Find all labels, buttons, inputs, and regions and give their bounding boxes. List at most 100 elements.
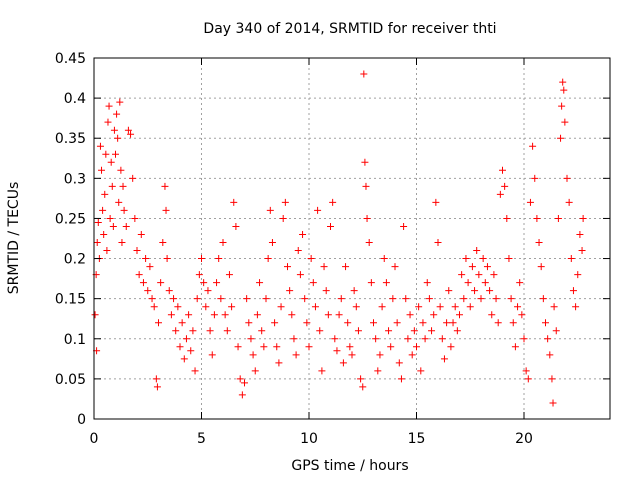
data-point — [522, 367, 530, 375]
data-point — [481, 279, 489, 287]
data-point — [172, 327, 180, 335]
data-point — [96, 142, 104, 150]
data-point — [155, 319, 162, 327]
data-point — [277, 303, 285, 311]
data-point — [112, 150, 119, 158]
data-point — [115, 198, 123, 206]
data-point — [563, 174, 571, 182]
data-point — [232, 222, 240, 230]
y-tick-label: 0.35 — [55, 131, 86, 147]
data-point — [234, 343, 242, 351]
data-point — [462, 255, 470, 263]
data-point — [362, 182, 370, 190]
data-point — [288, 311, 296, 319]
data-point — [387, 343, 395, 351]
data-point — [174, 303, 182, 311]
data-point — [363, 214, 371, 222]
data-point — [560, 86, 568, 94]
data-point — [245, 319, 253, 327]
data-point — [110, 126, 118, 134]
data-point — [542, 319, 549, 327]
data-point — [150, 303, 158, 311]
x-tick-label: 0 — [90, 431, 99, 447]
data-point — [124, 126, 132, 134]
data-point — [127, 130, 135, 138]
y-tick-label: 0.4 — [64, 91, 86, 107]
data-point — [552, 327, 560, 335]
data-point — [299, 230, 307, 238]
data-point — [133, 247, 141, 255]
data-point — [256, 279, 264, 287]
data-point — [372, 335, 380, 343]
data-point — [438, 335, 446, 343]
data-point — [423, 279, 431, 287]
x-tick-label: 15 — [408, 431, 426, 447]
data-point — [516, 279, 524, 287]
data-point — [284, 263, 291, 271]
data-point — [344, 319, 352, 327]
data-point — [215, 255, 223, 263]
chart-title: Day 340 of 2014, SRMTID for receiver tht… — [203, 21, 496, 37]
data-point — [350, 287, 358, 295]
data-point — [202, 303, 210, 311]
data-point — [296, 271, 304, 279]
data-point — [464, 279, 472, 287]
data-point — [546, 351, 554, 359]
data-point — [471, 287, 479, 295]
data-point — [561, 118, 569, 126]
data-point — [533, 214, 541, 222]
x-tick-label: 20 — [515, 431, 533, 447]
data-point — [167, 311, 175, 319]
data-point — [109, 222, 117, 230]
data-point — [335, 311, 343, 319]
data-point — [425, 295, 433, 303]
data-point — [488, 311, 496, 319]
data-point — [225, 271, 233, 279]
data-point — [526, 198, 534, 206]
data-point — [93, 239, 101, 247]
data-point — [152, 375, 160, 383]
data-point — [119, 182, 127, 190]
data-point — [148, 295, 156, 303]
data-point — [337, 295, 345, 303]
data-point — [153, 383, 161, 391]
data-point — [146, 263, 154, 271]
data-point — [185, 311, 193, 319]
data-point — [163, 255, 171, 263]
data-point — [104, 118, 112, 126]
data-point — [520, 335, 528, 343]
data-point — [99, 206, 107, 214]
data-point — [241, 379, 248, 387]
data-point — [316, 327, 324, 335]
y-tick-label: 0.15 — [55, 292, 86, 308]
data-point — [501, 182, 509, 190]
data-point — [286, 287, 294, 295]
data-point — [374, 367, 382, 375]
data-point — [107, 158, 115, 166]
data-point — [499, 166, 506, 174]
data-point — [122, 222, 130, 230]
data-point — [200, 279, 208, 287]
data-point — [178, 319, 186, 327]
data-point — [406, 311, 414, 319]
data-point — [131, 214, 139, 222]
data-point — [479, 255, 487, 263]
data-point — [305, 343, 313, 351]
data-point — [193, 295, 201, 303]
data-point — [217, 295, 225, 303]
data-point — [113, 110, 121, 118]
data-point — [346, 343, 354, 351]
plot-frame — [93, 57, 611, 420]
data-point — [339, 359, 347, 367]
data-point — [395, 359, 403, 367]
data-point — [243, 295, 251, 303]
data-point — [182, 335, 190, 343]
data-point — [359, 383, 367, 391]
data-point — [236, 375, 244, 383]
data-point — [279, 214, 287, 222]
data-point — [453, 327, 461, 335]
data-point — [118, 239, 126, 247]
data-point — [105, 102, 113, 110]
data-point — [486, 287, 494, 295]
data-point — [129, 174, 137, 182]
